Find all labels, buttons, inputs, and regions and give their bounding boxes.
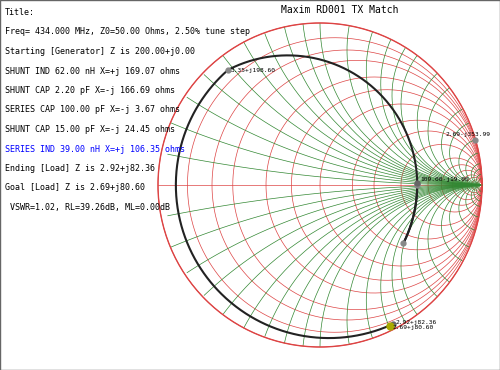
Text: 3.35+j198.60: 3.35+j198.60 (231, 68, 276, 73)
Text: 2.69+j80.60: 2.69+j80.60 (393, 325, 434, 330)
Text: 109.00-j19.00: 109.00-j19.00 (420, 177, 469, 182)
Text: VSWR=1.02, RL=39.26dB, ML=0.00dB: VSWR=1.02, RL=39.26dB, ML=0.00dB (5, 203, 170, 212)
Text: 2.69-j353.99: 2.69-j353.99 (446, 132, 490, 137)
Text: SHUNT CAP 2.20 pF X=-j 166.69 ohms: SHUNT CAP 2.20 pF X=-j 166.69 ohms (5, 86, 175, 95)
Text: SERIES IND 39.00 nH X=+j 106.35 ohms: SERIES IND 39.00 nH X=+j 106.35 ohms (5, 145, 185, 154)
Text: 2.92+j82.36: 2.92+j82.36 (396, 320, 437, 325)
Text: SERIES CAP 100.00 pF X=-j 3.67 ohms: SERIES CAP 100.00 pF X=-j 3.67 ohms (5, 105, 180, 114)
Text: Freq= 434.000 MHz, Z0=50.00 Ohms, 2.50% tune step: Freq= 434.000 MHz, Z0=50.00 Ohms, 2.50% … (5, 27, 250, 37)
Text: SHUNT IND 62.00 nH X=+j 169.07 ohms: SHUNT IND 62.00 nH X=+j 169.07 ohms (5, 67, 180, 75)
Text: Ending [Load] Z is 2.92+j82.36: Ending [Load] Z is 2.92+j82.36 (5, 164, 155, 173)
Text: Goal [Load] Z is 2.69+j80.60: Goal [Load] Z is 2.69+j80.60 (5, 184, 145, 192)
Text: SHUNT CAP 15.00 pF X=-j 24.45 ohms: SHUNT CAP 15.00 pF X=-j 24.45 ohms (5, 125, 175, 134)
Text: Maxim RD001 TX Match: Maxim RD001 TX Match (281, 5, 399, 15)
Text: Starting [Generator] Z is 200.00+j0.00: Starting [Generator] Z is 200.00+j0.00 (5, 47, 195, 56)
Text: Title:: Title: (5, 8, 35, 17)
